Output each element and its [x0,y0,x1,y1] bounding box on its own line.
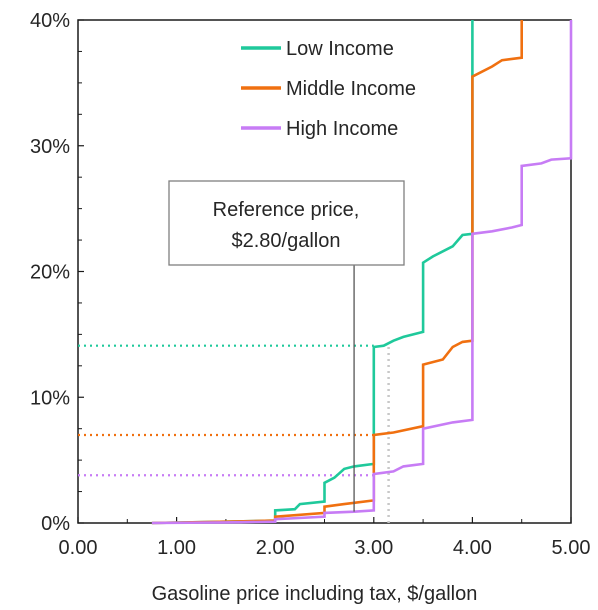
series-line [151,20,523,525]
reference-lines [78,344,390,523]
series-line [151,20,573,525]
y-tick-label: 10% [30,387,70,409]
legend-label: High Income [286,118,398,140]
annotation-box [168,180,405,266]
annotation-text-line2: $2.80/gallon [232,230,341,252]
x-tick-label: 3.00 [354,537,393,559]
x-tick-label: 5.00 [552,537,591,559]
x-axis-label: Gasoline price including tax, $/gallon [152,583,478,605]
series-group [151,20,573,525]
x-tick-label: 1.00 [157,537,196,559]
x-tick-label: 0.00 [59,537,98,559]
legend: Low Income Middle Income High Income [241,38,416,140]
y-tick-label: 0% [41,513,70,535]
y-tick-label: 20% [30,262,70,284]
y-tick-label: 30% [30,136,70,158]
legend-label: Low Income [286,38,394,60]
annotation-text-line1: Reference price, [213,199,360,221]
x-tick-label: 2.00 [256,537,295,559]
annotation: Reference price, $2.80/gallon [168,180,405,512]
x-tick-label: 4.00 [453,537,492,559]
y-tick-label: 40% [30,10,70,32]
legend-label: Middle Income [286,78,416,100]
x-axis: 0.00 1.00 2.00 3.00 4.00 5.00 [59,517,591,559]
y-axis: 0% 10% 20% 30% 40% [30,10,84,535]
